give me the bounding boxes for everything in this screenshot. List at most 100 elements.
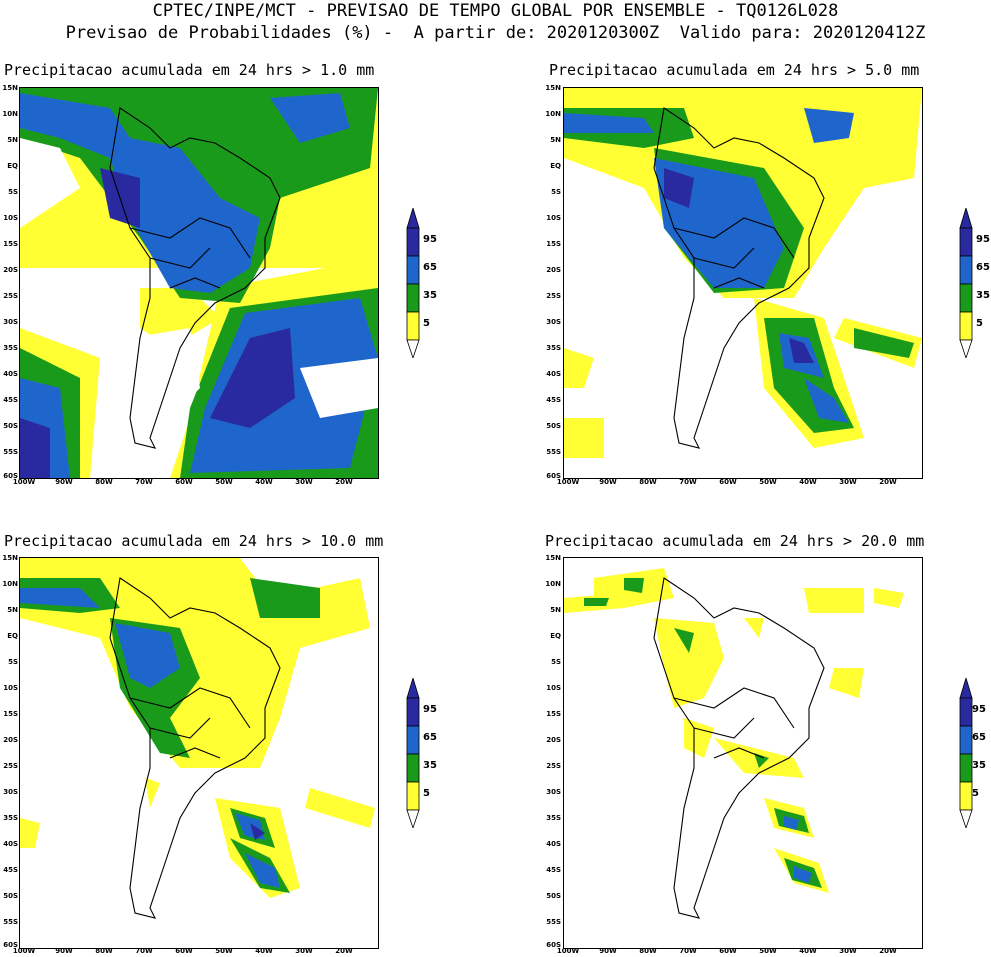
lat-label: 5S bbox=[8, 188, 18, 196]
lat-label: 30S bbox=[546, 318, 561, 326]
lat-label: 30S bbox=[546, 788, 561, 796]
lat-label: 35S bbox=[546, 344, 561, 352]
lat-label: EQ bbox=[550, 162, 561, 170]
lat-label: EQ bbox=[550, 632, 561, 640]
lat-label: 35S bbox=[546, 814, 561, 822]
colorbar-label: 35 bbox=[976, 290, 990, 301]
lon-label: 80W bbox=[639, 947, 657, 955]
header-title: CPTEC/INPE/MCT - PREVISAO DE TEMPO GLOBA… bbox=[152, 1, 839, 21]
lon-label: 50W bbox=[759, 478, 777, 486]
colorbar-label: 35 bbox=[423, 760, 437, 771]
lat-label: 40S bbox=[3, 840, 18, 848]
panel-4-colorbar: 95 65 35 5 bbox=[958, 676, 991, 830]
lat-label: 5N bbox=[7, 606, 18, 614]
lat-label: 5N bbox=[550, 136, 561, 144]
lat-label: 20S bbox=[3, 266, 18, 274]
lat-label: EQ bbox=[7, 162, 18, 170]
lat-label: 10N bbox=[545, 580, 561, 588]
colorbar-label: 5 bbox=[423, 318, 430, 329]
panel-3-map bbox=[19, 557, 379, 949]
lat-label: 5N bbox=[550, 606, 561, 614]
panel-1-colorbar: 95 65 35 5 bbox=[405, 206, 465, 360]
colorbar-label: 65 bbox=[423, 262, 437, 273]
lat-label: 15S bbox=[3, 240, 18, 248]
lat-label: 55S bbox=[546, 918, 561, 926]
lon-label: 60W bbox=[719, 478, 737, 486]
lat-label: 50S bbox=[546, 892, 561, 900]
colorbar-label: 65 bbox=[423, 732, 437, 743]
panel-3-title: Precipitacao acumulada em 24 hrs > 10.0 … bbox=[4, 532, 384, 550]
lon-label: 60W bbox=[175, 947, 193, 955]
lat-label: 5N bbox=[7, 136, 18, 144]
lon-label: 30W bbox=[295, 478, 313, 486]
lat-label: 5S bbox=[551, 188, 561, 196]
lon-label: 80W bbox=[95, 478, 113, 486]
lat-label: 5S bbox=[551, 658, 561, 666]
lon-label: 40W bbox=[255, 478, 273, 486]
coastline bbox=[653, 577, 825, 919]
panel-2-title: Precipitacao acumulada em 24 hrs > 5.0 m… bbox=[549, 61, 920, 79]
lon-label: 50W bbox=[759, 947, 777, 955]
lat-label: 15S bbox=[546, 240, 561, 248]
lon-label: 60W bbox=[719, 947, 737, 955]
lat-label: 25S bbox=[546, 762, 561, 770]
colorbar-label: 95 bbox=[423, 704, 437, 715]
lon-label: 90W bbox=[599, 478, 617, 486]
lat-label: 15N bbox=[545, 84, 561, 92]
lat-label: 40S bbox=[3, 370, 18, 378]
lon-label: 100W bbox=[12, 478, 36, 486]
lat-label: 50S bbox=[546, 422, 561, 430]
lon-label: 80W bbox=[639, 478, 657, 486]
lat-label: 10N bbox=[545, 110, 561, 118]
panel-2-map bbox=[563, 87, 923, 479]
prob-95-areas bbox=[664, 168, 814, 363]
prob-5-areas bbox=[564, 568, 904, 893]
lon-label: 70W bbox=[135, 947, 153, 955]
lon-label: 70W bbox=[679, 478, 697, 486]
colorbar-label: 65 bbox=[976, 262, 990, 273]
lat-label: 25S bbox=[3, 292, 18, 300]
lon-label: 70W bbox=[679, 947, 697, 955]
lon-label: 30W bbox=[295, 947, 313, 955]
lat-label: 60S bbox=[3, 941, 18, 949]
lon-label: 40W bbox=[255, 947, 273, 955]
panel-4-map bbox=[563, 557, 923, 949]
lat-label: 15N bbox=[2, 84, 18, 92]
lon-label: 20W bbox=[879, 947, 897, 955]
panel-1-title: Precipitacao acumulada em 24 hrs > 1.0 m… bbox=[4, 61, 375, 79]
lat-label: 45S bbox=[546, 866, 561, 874]
panel-4-title: Precipitacao acumulada em 24 hrs > 20.0 … bbox=[545, 532, 925, 550]
lat-label: 10S bbox=[546, 684, 561, 692]
lon-label: 60W bbox=[175, 478, 193, 486]
lat-label: 40S bbox=[546, 370, 561, 378]
colorbar-label: 95 bbox=[972, 704, 986, 715]
lon-label: 100W bbox=[556, 947, 580, 955]
lat-label: 10N bbox=[2, 110, 18, 118]
lat-label: 60S bbox=[546, 472, 561, 480]
lat-label: 15S bbox=[3, 710, 18, 718]
colorbar-label: 35 bbox=[972, 760, 986, 771]
lat-label: EQ bbox=[7, 632, 18, 640]
lon-label: 70W bbox=[135, 478, 153, 486]
lon-label: 40W bbox=[799, 947, 817, 955]
lat-label: 10S bbox=[546, 214, 561, 222]
lon-label: 30W bbox=[839, 947, 857, 955]
lat-label: 60S bbox=[3, 472, 18, 480]
colorbar-label: 35 bbox=[423, 290, 437, 301]
panel-1-map bbox=[19, 87, 379, 479]
lat-label: 35S bbox=[3, 814, 18, 822]
lon-label: 100W bbox=[556, 478, 580, 486]
colorbar-label: 5 bbox=[976, 318, 983, 329]
panel-3-colorbar: 95 65 35 5 bbox=[405, 676, 465, 830]
lat-label: 45S bbox=[3, 866, 18, 874]
lat-label: 45S bbox=[546, 396, 561, 404]
lat-label: 5S bbox=[8, 658, 18, 666]
lat-label: 55S bbox=[546, 448, 561, 456]
prob-95-areas bbox=[20, 168, 295, 478]
prob-95-areas bbox=[250, 823, 265, 840]
lat-label: 20S bbox=[546, 266, 561, 274]
lon-label: 50W bbox=[215, 947, 233, 955]
lat-label: 50S bbox=[3, 422, 18, 430]
lon-label: 30W bbox=[839, 478, 857, 486]
colorbar-label: 65 bbox=[972, 732, 986, 743]
